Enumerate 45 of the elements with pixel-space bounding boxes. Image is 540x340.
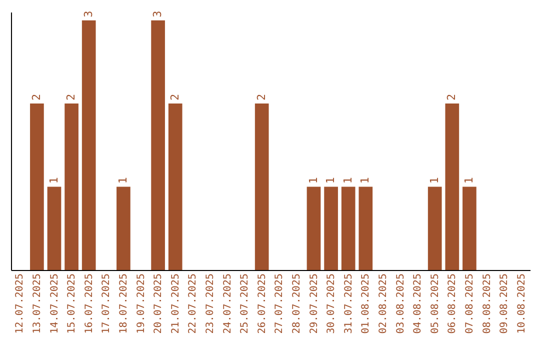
data-label: 1 (428, 177, 441, 184)
x-tick-label: 02.08.2025 (378, 274, 389, 334)
x-tick-label: 01.08.2025 (360, 274, 372, 334)
x-tick-label: 06.08.2025 (447, 274, 458, 334)
data-label: 1 (306, 177, 320, 184)
x-tick-label: 20.07.2025 (153, 274, 164, 334)
x-tick-label: 15.07.2025 (66, 274, 78, 334)
x-tick-label: 29.07.2025 (308, 274, 320, 334)
x-tick-label: 14.07.2025 (49, 274, 60, 334)
data-label: 1 (47, 177, 60, 184)
x-tick-label: 09.08.2025 (499, 274, 510, 334)
x-tick-label: 22.07.2025 (188, 274, 199, 334)
x-tick-label: 31.07.2025 (343, 274, 354, 334)
data-label: 2 (254, 94, 268, 101)
x-tick-label: 13.07.2025 (32, 274, 43, 334)
x-tick-label: 03.08.2025 (395, 274, 406, 334)
data-label: 1 (116, 177, 130, 184)
x-tick-label: 04.08.2025 (412, 274, 424, 334)
x-tick-label: 17.07.2025 (101, 274, 112, 334)
x-tick-label: 28.07.2025 (291, 274, 302, 334)
data-label: 2 (64, 94, 78, 101)
x-tick-label: 18.07.2025 (118, 274, 130, 334)
data-label: 3 (82, 10, 95, 18)
x-tick-label: 25.07.2025 (240, 274, 251, 334)
x-tick-label: 19.07.2025 (136, 274, 147, 334)
x-tick-label: 27.07.2025 (274, 274, 286, 334)
data-label: 1 (341, 177, 354, 184)
data-label: 1 (462, 177, 476, 184)
data-label: 3 (151, 10, 164, 18)
x-tick-label: 05.08.2025 (430, 274, 441, 334)
x-tick-label: 23.07.2025 (204, 274, 216, 334)
x-tick-label: 10.08.2025 (516, 274, 528, 334)
x-tick-label: 16.07.2025 (84, 274, 95, 334)
data-label: 2 (30, 94, 43, 101)
data-label: 1 (358, 177, 372, 184)
data-label: 2 (168, 94, 182, 101)
x-tick-label: 30.07.2025 (326, 274, 338, 334)
x-tick-label: 07.08.2025 (464, 274, 476, 334)
x-tick-label: 24.07.2025 (222, 274, 234, 334)
x-tick-label: 08.08.2025 (482, 274, 493, 334)
x-tick-label: 21.07.2025 (170, 274, 182, 334)
data-label: 1 (324, 177, 338, 184)
x-tick-label: 26.07.2025 (256, 274, 268, 334)
x-tick-label: 12.07.2025 (14, 274, 26, 334)
data-label: 2 (445, 94, 458, 101)
